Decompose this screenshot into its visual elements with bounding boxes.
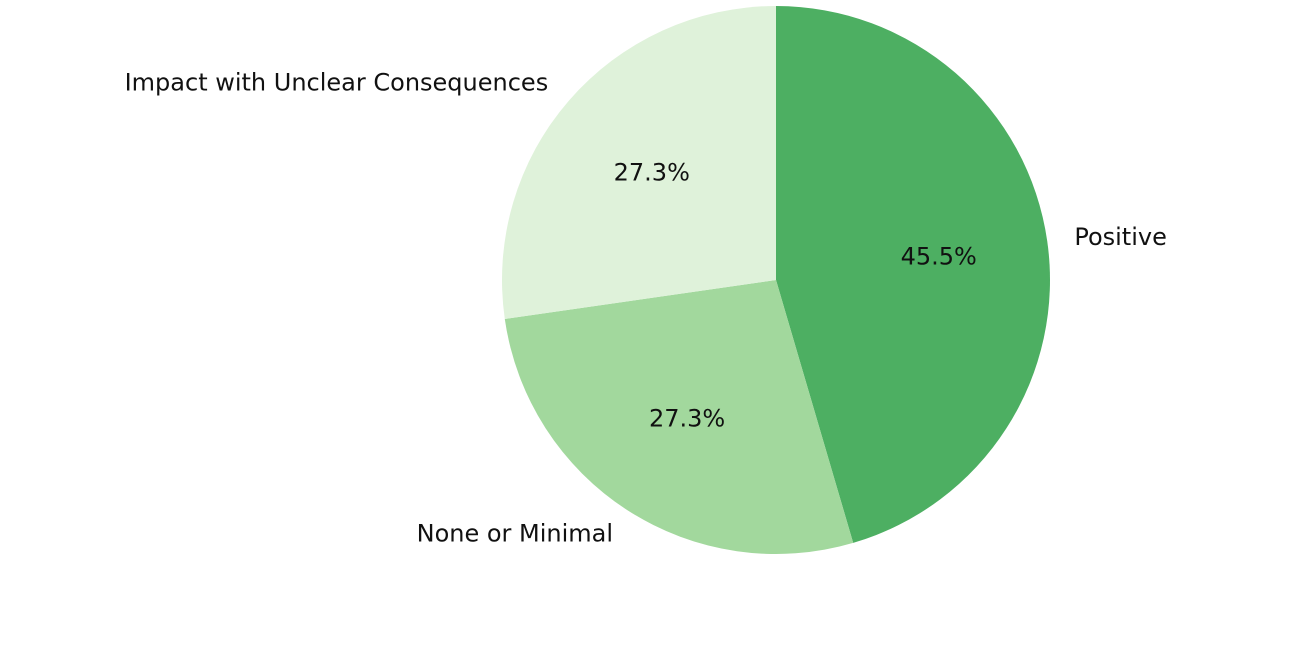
pie-slice-impact-with-unclear-consequences bbox=[502, 6, 776, 319]
slices-layer bbox=[502, 6, 1050, 554]
pie-category-label-none-or-minimal: None or Minimal bbox=[417, 520, 613, 548]
pie-pct-label-none-or-minimal: 27.3% bbox=[649, 404, 725, 432]
pie-pct-label-positive: 45.5% bbox=[901, 243, 977, 271]
pie-category-label-impact-with-unclear-consequences: Impact with Unclear Consequences bbox=[125, 69, 549, 97]
pie-slice-none-or-minimal bbox=[504, 280, 854, 554]
pie-slice-positive bbox=[776, 6, 1050, 543]
pie-pct-label-impact-with-unclear-consequences: 27.3% bbox=[614, 158, 690, 186]
pie-category-label-positive: Positive bbox=[1074, 223, 1167, 251]
labels-layer: 45.5% Positive 27.3% None or Minimal 27.3% Im… bbox=[125, 69, 1167, 548]
